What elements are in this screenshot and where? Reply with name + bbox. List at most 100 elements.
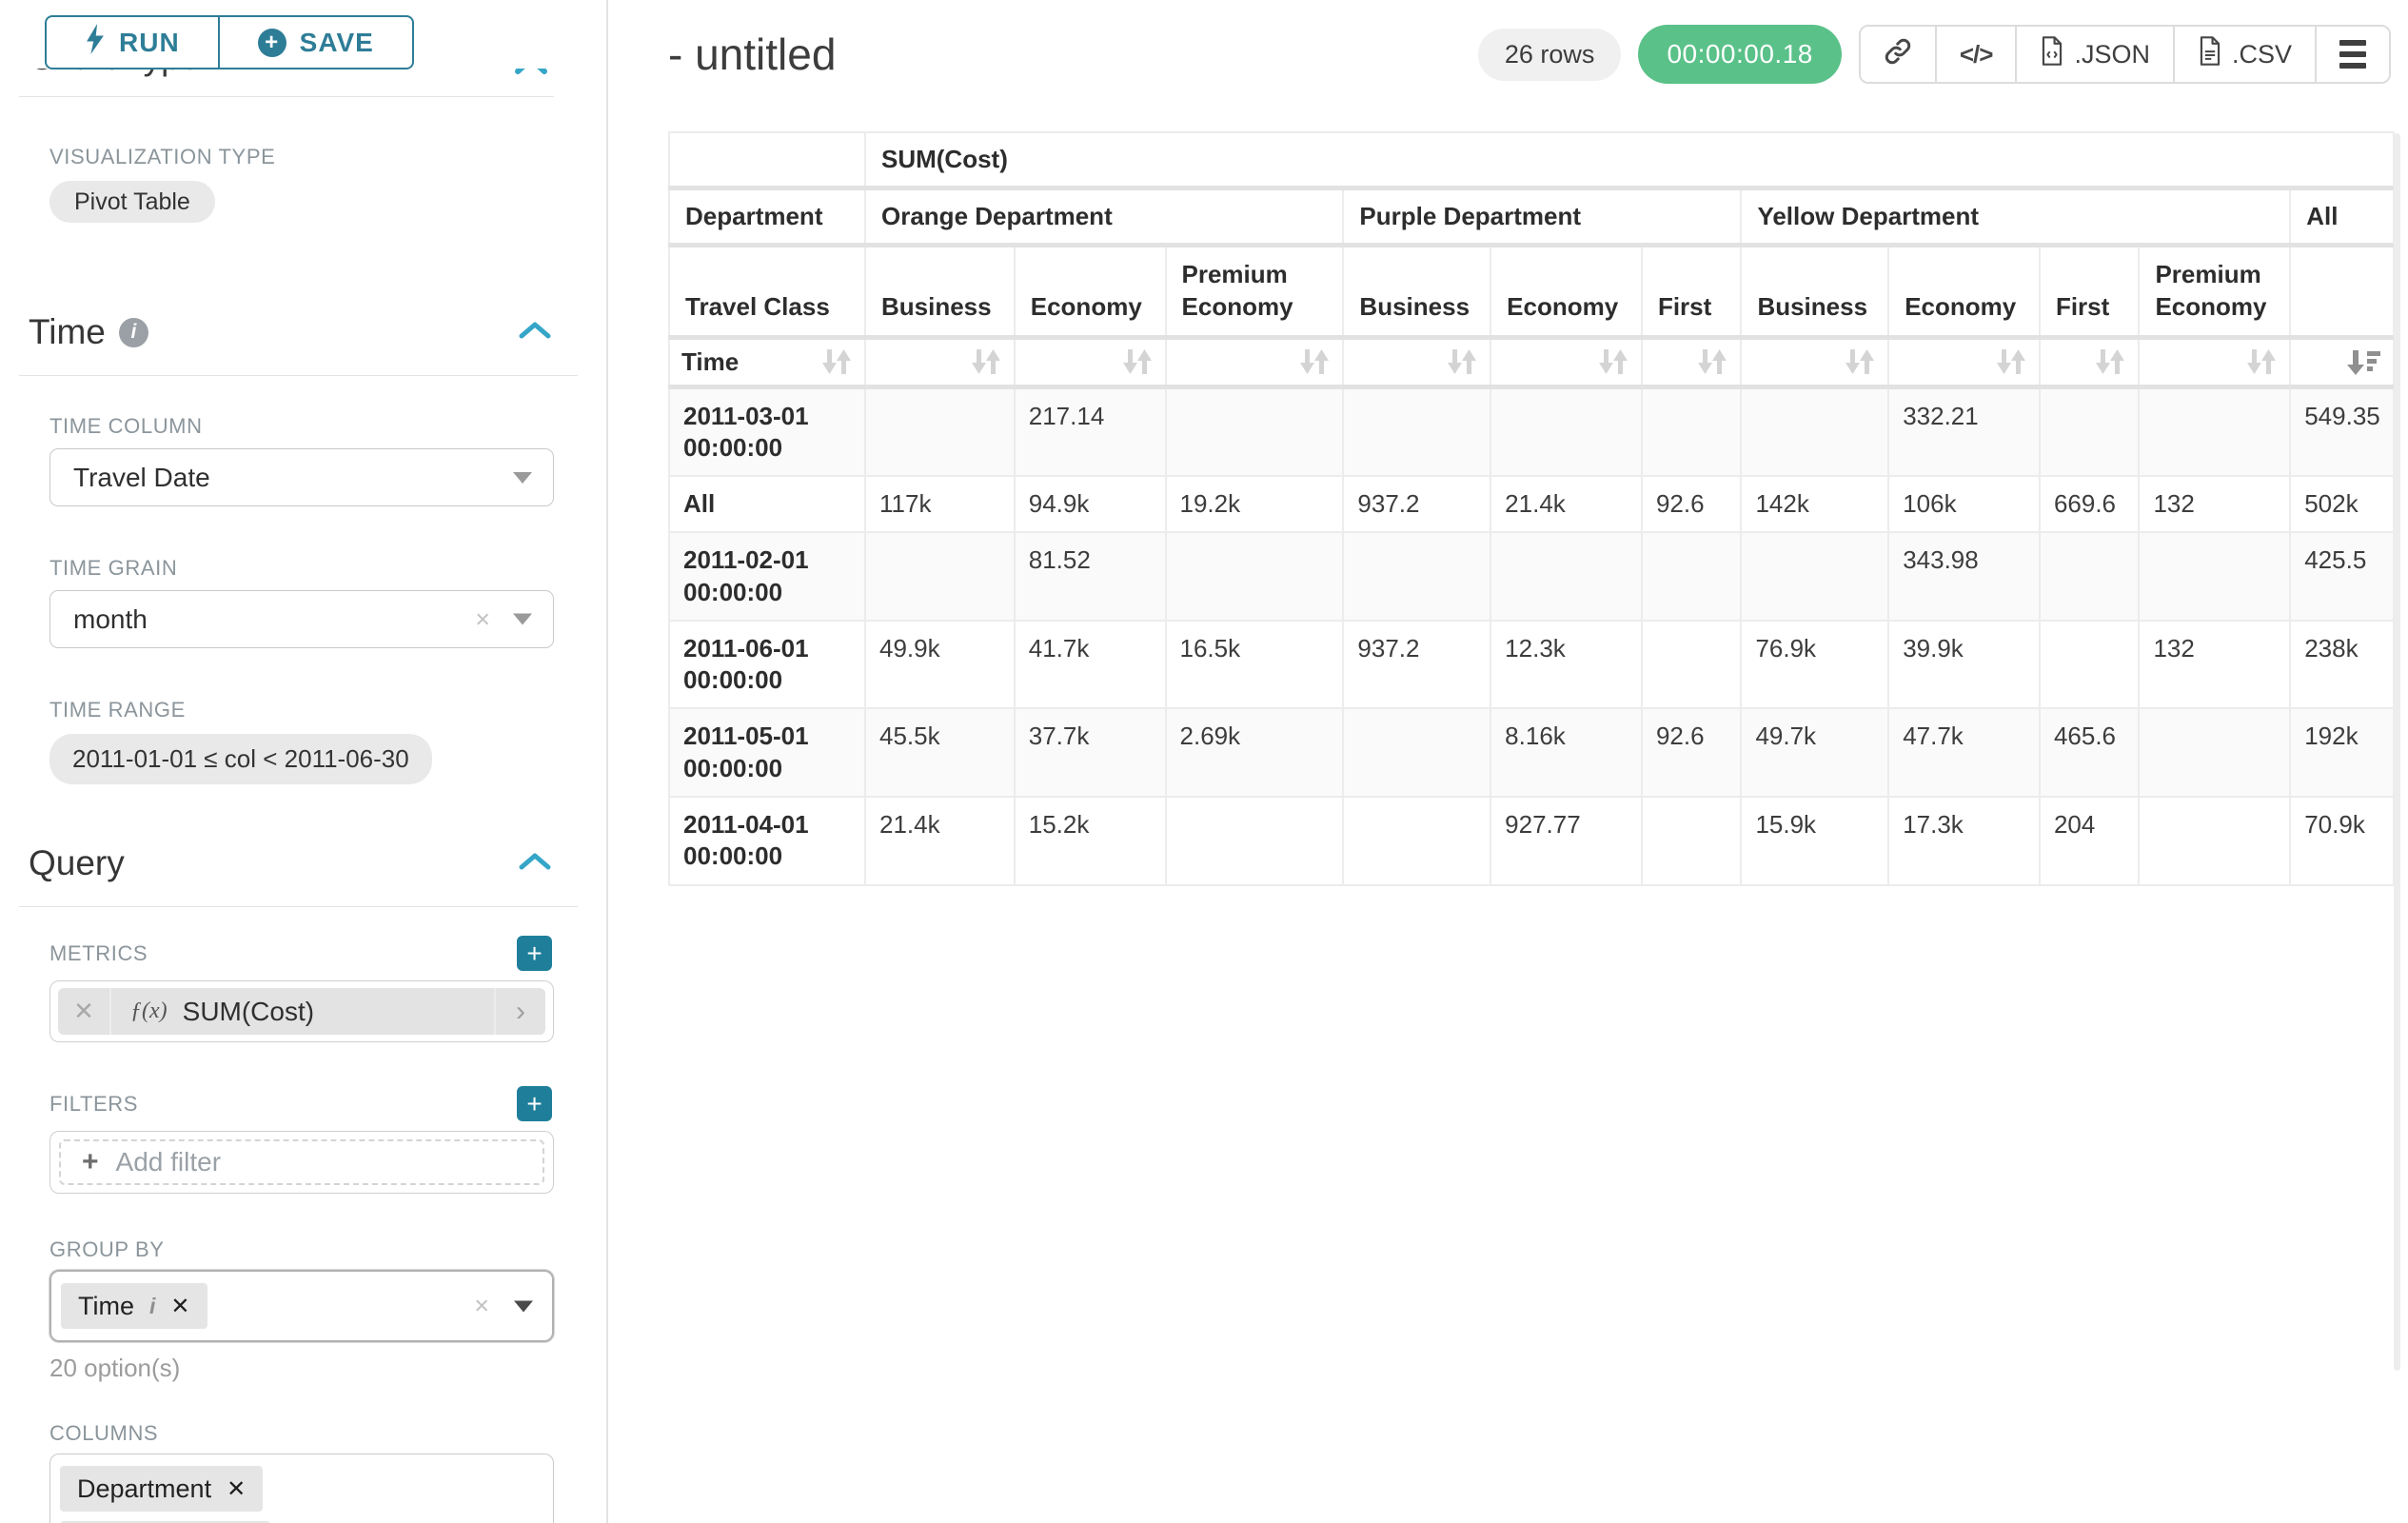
remove-tag-icon[interactable]: ✕ <box>170 1293 189 1320</box>
columns-select[interactable]: Department✕Travel Class✕ × <box>49 1454 554 1523</box>
pivot-sort-cell[interactable] <box>865 337 1015 386</box>
pivot-sort-cell[interactable] <box>1343 337 1490 386</box>
sort-icon[interactable] <box>1844 346 1876 377</box>
sort-icon[interactable] <box>1298 346 1331 377</box>
remove-tag-icon[interactable]: ✕ <box>227 1475 246 1503</box>
remove-metric-icon[interactable]: ✕ <box>58 988 111 1035</box>
pivot-value-cell <box>1166 797 1344 885</box>
export-json-button[interactable]: .JSON <box>2015 27 2173 82</box>
clear-icon[interactable]: × <box>474 1294 489 1319</box>
pivot-value-cell: 16.5k <box>1166 621 1344 709</box>
pivot-column-header: Economy <box>1015 246 1166 338</box>
pivot-value-cell: 37.7k <box>1015 708 1166 797</box>
pivot-value-cell: 106k <box>1888 476 2040 532</box>
time-column-select[interactable]: Travel Date <box>49 448 554 506</box>
sort-descending-icon[interactable] <box>2347 347 2381 376</box>
sidebar-content: VISUALIZATION TYPE Pivot Table Time i TI… <box>0 0 606 1523</box>
pivot-value-cell: 49.7k <box>1741 708 1888 797</box>
pivot-sort-cell[interactable] <box>1741 337 1888 386</box>
pivot-value-cell: 92.6 <box>1642 708 1742 797</box>
pivot-sort-cell[interactable] <box>1490 337 1642 386</box>
chevron-down-icon <box>513 472 532 484</box>
pivot-value-cell: 94.9k <box>1015 476 1166 532</box>
pivot-value-cell <box>1642 532 1742 621</box>
pivot-column-group-header: All <box>2290 188 2394 246</box>
sort-icon[interactable] <box>1696 346 1728 377</box>
divider <box>19 375 578 376</box>
pivot-value-cell: 217.14 <box>1015 386 1166 476</box>
add-filter-button[interactable]: + <box>517 1086 552 1121</box>
selected-value-tag[interactable]: Department✕ <box>60 1466 263 1512</box>
pivot-value-cell <box>1166 386 1344 476</box>
group-by-select[interactable]: Timei✕ × <box>49 1270 554 1342</box>
sort-icon[interactable] <box>2245 346 2278 377</box>
time-column-label: TIME COLUMN <box>49 414 554 439</box>
pivot-value-cell: 70.9k <box>2290 797 2394 885</box>
table-row: 2011-02-01 00:00:0081.52343.98425.5 <box>669 532 2394 621</box>
selected-value-tag[interactable]: Timei✕ <box>61 1283 207 1329</box>
pivot-sort-cell[interactable] <box>1642 337 1742 386</box>
pivot-value-cell: 76.9k <box>1741 621 1888 709</box>
query-collapse-chevron-icon[interactable] <box>518 851 552 877</box>
copy-link-button[interactable] <box>1861 27 1935 82</box>
pivot-column-group-header: Purple Department <box>1343 188 1741 246</box>
pivot-value-cell <box>1343 532 1490 621</box>
pivot-value-cell <box>2139 532 2290 621</box>
chevron-right-icon[interactable]: › <box>494 988 545 1035</box>
sort-icon[interactable] <box>1121 346 1154 377</box>
view-query-button[interactable]: </> <box>1935 27 2016 82</box>
pivot-column-header: Economy <box>1490 246 1642 338</box>
run-button[interactable]: RUN <box>45 15 219 69</box>
pivot-row-dimension-header[interactable]: Time <box>669 337 865 386</box>
time-grain-select[interactable]: month × <box>49 590 554 648</box>
vertical-scrollbar[interactable] <box>2394 133 2400 1371</box>
pivot-sort-cell[interactable] <box>1888 337 2040 386</box>
pivot-value-cell <box>2040 621 2140 709</box>
sort-icon[interactable] <box>970 346 1002 377</box>
time-range-pill[interactable]: 2011-01-01 ≤ col < 2011-06-30 <box>49 734 432 784</box>
sort-icon[interactable] <box>1446 346 1478 377</box>
pivot-value-cell: 425.5 <box>2290 532 2394 621</box>
pivot-value-cell: 937.2 <box>1343 621 1490 709</box>
filters-label: FILTERS <box>49 1092 138 1117</box>
pivot-value-cell: 132 <box>2139 621 2290 709</box>
sort-icon[interactable] <box>1995 346 2027 377</box>
lightning-icon <box>85 24 106 61</box>
query-section-title: Query <box>29 843 125 883</box>
pivot-sort-cell[interactable] <box>1015 337 1166 386</box>
pivot-metric-header: SUM(Cost) <box>865 132 2394 188</box>
pivot-column-header: Premium Economy <box>1166 246 1344 338</box>
pivot-column-header <box>2290 246 2394 338</box>
visualization-type-pill[interactable]: Pivot Table <box>49 181 215 223</box>
pivot-sort-cell[interactable] <box>1166 337 1344 386</box>
pivot-corner-cell <box>669 132 865 188</box>
pivot-column-dimension-label: Travel Class <box>669 246 865 338</box>
query-timer-badge: 00:00:00.18 <box>1638 25 1841 84</box>
pivot-value-cell: 465.6 <box>2040 708 2140 797</box>
table-row: All117k94.9k19.2k937.221.4k92.6142k106k6… <box>669 476 2394 532</box>
save-button[interactable]: + SAVE <box>219 15 414 69</box>
pivot-sort-cell[interactable] <box>2290 337 2394 386</box>
pivot-sort-cell[interactable] <box>2040 337 2140 386</box>
sort-icon[interactable] <box>2094 346 2126 377</box>
hamburger-menu-icon <box>2339 40 2366 69</box>
clear-icon[interactable]: × <box>475 606 490 632</box>
pivot-column-dimension-label: Department <box>669 188 865 246</box>
export-csv-button[interactable]: .CSV <box>2173 27 2315 82</box>
time-collapse-chevron-icon[interactable] <box>518 320 552 346</box>
metric-pill[interactable]: ✕ ƒ(x) SUM(Cost) › <box>58 988 545 1035</box>
add-metric-button[interactable]: + <box>517 936 552 971</box>
control-panel: Chart Type RUN + SAVE VISUALIZATION TYPE… <box>0 0 608 1523</box>
add-filter-dropzone[interactable]: + Add filter <box>59 1139 544 1185</box>
action-buttons: RUN + SAVE <box>45 15 414 69</box>
pivot-value-cell: 117k <box>865 476 1015 532</box>
sort-icon[interactable] <box>1597 346 1629 377</box>
more-options-button[interactable] <box>2315 27 2389 82</box>
page-title: - untitled <box>668 29 1478 80</box>
pivot-sort-cell[interactable] <box>2139 337 2290 386</box>
pivot-value-cell: 19.2k <box>1166 476 1344 532</box>
pivot-column-group-header: Orange Department <box>865 188 1343 246</box>
pivot-value-cell: 17.3k <box>1888 797 2040 885</box>
sort-icon[interactable] <box>820 346 853 377</box>
pivot-value-cell: 47.7k <box>1888 708 2040 797</box>
